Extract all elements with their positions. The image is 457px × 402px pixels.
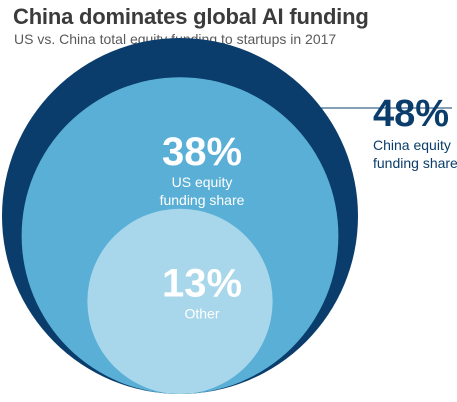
category-label-us-equity-funding-share: US equity [172, 174, 233, 190]
category-label-china-equity-funding-share: China equity [373, 137, 451, 153]
value-label-other: 13% [162, 262, 242, 306]
value-label-us-equity-funding-share: 38% [162, 130, 242, 174]
value-label-china-equity-funding-share: 48% [373, 93, 449, 135]
category-label-other: Other [184, 306, 219, 322]
circle-other [87, 208, 273, 394]
chart-title: China dominates global AI funding [13, 4, 369, 29]
category-label-us-equity-funding-share: funding share [160, 192, 245, 208]
category-label-china-equity-funding-share: funding share [373, 155, 457, 171]
